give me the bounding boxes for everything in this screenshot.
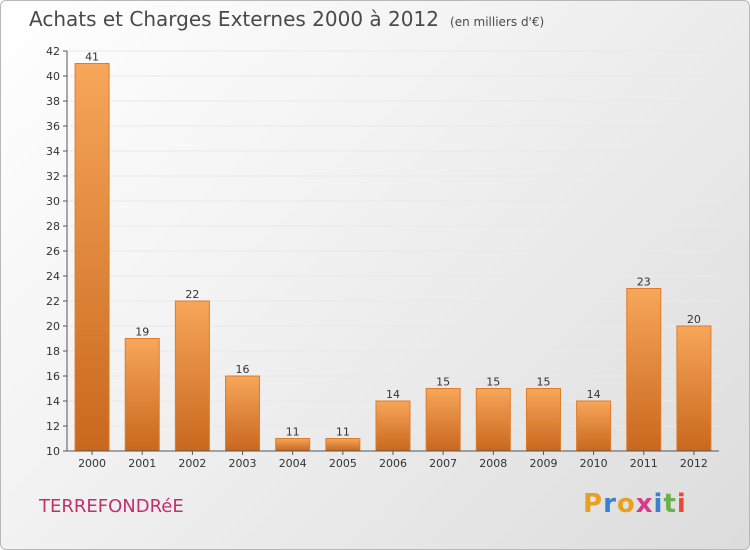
x-tick-label: 2011 (630, 457, 658, 470)
chart-title: Achats et Charges Externes 2000 à 2012 (29, 7, 439, 31)
data-label: 14 (587, 388, 601, 401)
bar (576, 400, 612, 452)
bar (225, 375, 261, 452)
data-label: 20 (687, 313, 701, 326)
city-name: TERREFONDRéE (39, 496, 184, 517)
y-tick-label: 12 (46, 420, 60, 433)
y-tick-label: 32 (46, 170, 60, 183)
y-tick-label: 36 (46, 120, 60, 133)
logo-letter: i (653, 489, 664, 519)
bar (325, 438, 361, 452)
x-tick-label: 2009 (529, 457, 557, 470)
data-label: 16 (236, 363, 250, 376)
logo-letter: i (676, 489, 687, 519)
data-label: 15 (486, 376, 500, 389)
chart-title-block: Achats et Charges Externes 2000 à 2012 (… (29, 7, 544, 37)
data-label: 19 (135, 326, 149, 339)
data-label: 41 (85, 51, 99, 64)
bar (425, 388, 461, 452)
logo-letter: r (603, 489, 617, 519)
bar-layer: 41 19 22 16 11 11 14 15 15 15 14 23 20 (74, 51, 712, 452)
bar (525, 388, 561, 452)
y-tick-label: 28 (46, 220, 60, 233)
y-tick-label: 38 (46, 95, 60, 108)
bar (74, 63, 110, 452)
x-tick-label: 2005 (329, 457, 357, 470)
bar (275, 438, 311, 452)
bar (676, 325, 712, 452)
x-tick-label: 2012 (680, 457, 708, 470)
x-tick-label: 2008 (479, 457, 507, 470)
logo-letter: t (663, 489, 677, 519)
data-label: 15 (536, 376, 550, 389)
data-label: 22 (185, 288, 199, 301)
y-tick-label: 42 (46, 45, 60, 58)
y-tick-label: 30 (46, 195, 60, 208)
bar (475, 388, 511, 452)
logo-letter: x (635, 489, 654, 519)
data-label: 14 (386, 388, 400, 401)
x-tick-label: 2004 (279, 457, 307, 470)
bar (375, 400, 411, 452)
data-label: 15 (436, 376, 450, 389)
x-tick-label: 2007 (429, 457, 457, 470)
logo-letter: o (616, 489, 636, 519)
y-tick-label: 22 (46, 295, 60, 308)
bar (124, 338, 160, 452)
y-tick-label: 18 (46, 345, 60, 358)
y-tick-label: 10 (46, 445, 60, 458)
y-tick-label: 20 (46, 320, 60, 333)
y-tick-label: 14 (46, 395, 60, 408)
x-tick-label: 2006 (379, 457, 407, 470)
x-tick-label: 2010 (580, 457, 608, 470)
logo-letter: P (583, 489, 604, 519)
bar (626, 288, 662, 452)
x-tick-label: 2001 (128, 457, 156, 470)
y-tick-label: 34 (46, 145, 60, 158)
axis-layer: 10 12 14 16 18 20 22 24 26 28 30 32 34 36 38 40 42 2000 20… (46, 45, 719, 470)
proxiti-logo: Proxiti (583, 489, 687, 519)
y-tick-label: 40 (46, 70, 60, 83)
y-tick-label: 24 (46, 270, 60, 283)
data-label: 11 (286, 426, 300, 439)
chart-unit: (en milliers d'€) (450, 15, 545, 29)
y-tick-label: 26 (46, 245, 60, 258)
x-tick-label: 2003 (229, 457, 257, 470)
x-tick-label: 2000 (78, 457, 106, 470)
y-tick-label: 16 (46, 370, 60, 383)
bar (174, 300, 210, 452)
data-label: 11 (336, 426, 350, 439)
data-label: 23 (637, 276, 651, 289)
x-tick-label: 2002 (178, 457, 206, 470)
